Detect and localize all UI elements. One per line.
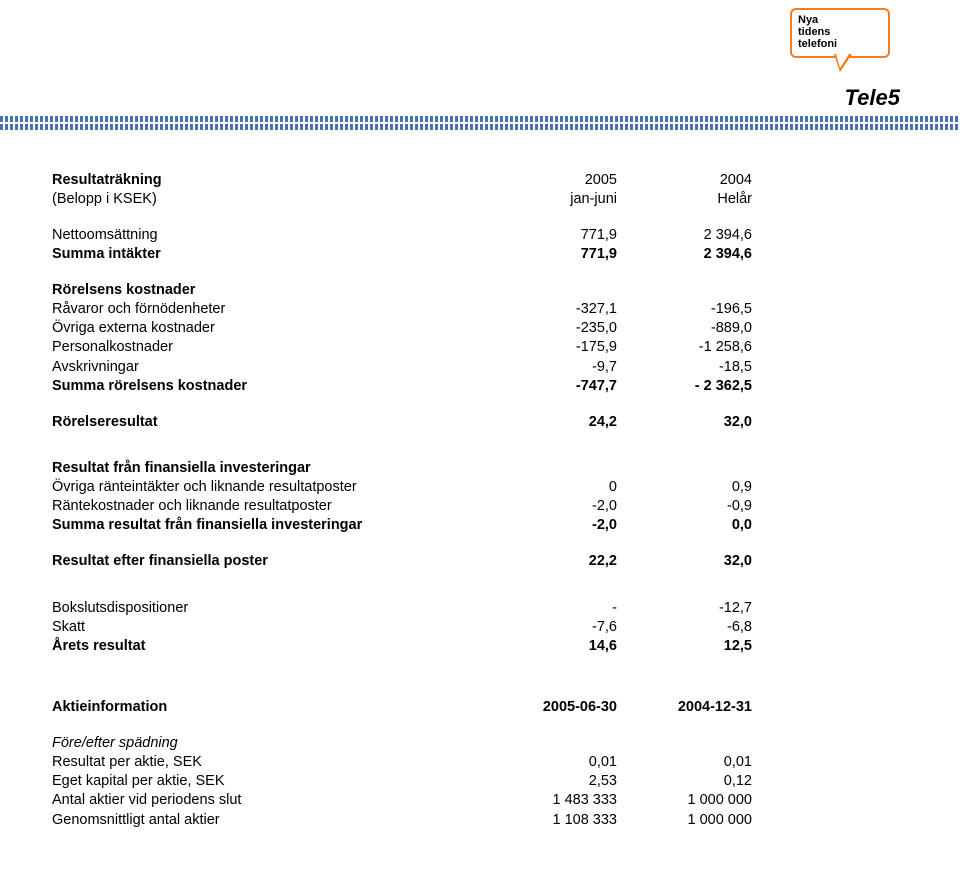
table-row: Avskrivningar -9,7 -18,5 bbox=[52, 357, 752, 376]
table-row: Resultat per aktie, SEK 0,01 0,01 bbox=[52, 753, 752, 772]
table-row: Övriga externa kostnader -235,0 -889,0 bbox=[52, 319, 752, 338]
table-row: Summa intäkter 771,9 2 394,6 bbox=[52, 244, 752, 263]
bubble-line1: Nya bbox=[798, 14, 882, 26]
table-row: Personalkostnader -175,9 -1 258,6 bbox=[52, 338, 752, 357]
table-row: Rörelsens kostnader bbox=[52, 281, 752, 300]
financial-tables: Resultaträkning 2005 2004 (Belopp i KSEK… bbox=[52, 170, 752, 829]
table-row: Genomsnittligt antal aktier 1 108 333 1 … bbox=[52, 810, 752, 829]
title-cell: Resultaträkning bbox=[52, 170, 482, 189]
table-row: Eget kapital per aktie, SEK 2,53 0,12 bbox=[52, 772, 752, 791]
table-row: (Belopp i KSEK) jan-juni Helår bbox=[52, 189, 752, 208]
brand-logo: Tele5 bbox=[845, 85, 900, 111]
table-row: Övriga ränteintäkter och liknande result… bbox=[52, 478, 752, 497]
table-row: Skatt -7,6 -6,8 bbox=[52, 617, 752, 636]
table-row: Resultat från finansiella investeringar bbox=[52, 458, 752, 477]
table-row: Summa rörelsens kostnader -747,7 - 2 362… bbox=[52, 376, 752, 395]
col2-header: 2004 bbox=[617, 170, 752, 189]
share-info-table: Aktieinformation 2005-06-30 2004-12-31 F… bbox=[52, 697, 752, 829]
col1-sub: jan-juni bbox=[482, 189, 617, 208]
table-row: Resultat efter finansiella poster 22,2 3… bbox=[52, 552, 752, 571]
table-row: Råvaror och förnödenheter -327,1 -196,5 bbox=[52, 300, 752, 319]
table-row: Resultaträkning 2005 2004 bbox=[52, 170, 752, 189]
subtitle-cell: (Belopp i KSEK) bbox=[52, 189, 482, 208]
table-row: Aktieinformation 2005-06-30 2004-12-31 bbox=[52, 697, 752, 716]
col2-sub: Helår bbox=[617, 189, 752, 208]
table-row: Räntekostnader och liknande resultatpost… bbox=[52, 497, 752, 516]
table-row: Summa resultat från finansiella invester… bbox=[52, 516, 752, 535]
col1-header: 2005 bbox=[482, 170, 617, 189]
table-row: Årets resultat 14,6 12,5 bbox=[52, 636, 752, 655]
logo-bubble: Nya tidens telefoni bbox=[790, 8, 900, 78]
table-row: Antal aktier vid periodens slut 1 483 33… bbox=[52, 791, 752, 810]
table-row: Före/efter spädning bbox=[52, 734, 752, 753]
table-row: Bokslutsdispositioner - -12,7 bbox=[52, 598, 752, 617]
income-statement-table: Resultaträkning 2005 2004 (Belopp i KSEK… bbox=[52, 170, 752, 655]
header-stripes bbox=[0, 116, 960, 130]
bubble-line2: tidens bbox=[798, 26, 882, 38]
share-title: Aktieinformation bbox=[52, 697, 482, 716]
table-row: Nettoomsättning 771,9 2 394,6 bbox=[52, 225, 752, 244]
bubble-line3: telefoni bbox=[798, 38, 882, 50]
table-row: Rörelseresultat 24,2 32,0 bbox=[52, 412, 752, 431]
